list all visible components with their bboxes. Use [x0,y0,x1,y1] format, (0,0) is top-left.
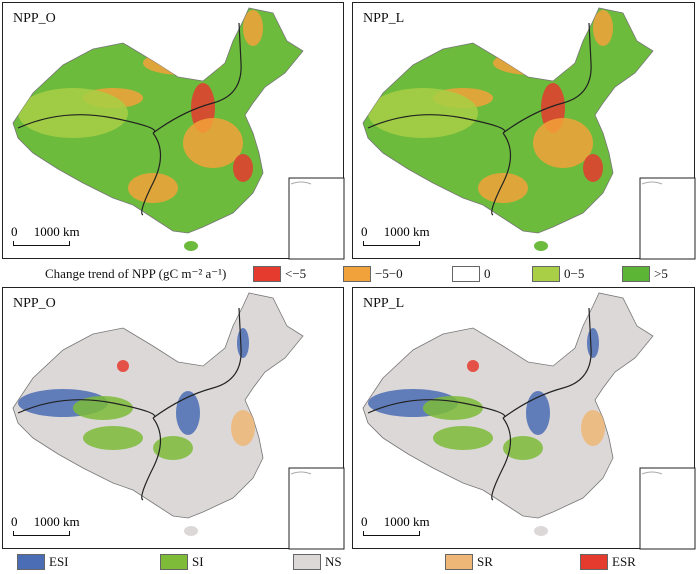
scale-label: 0 1000 km [11,514,80,529]
legend-label: NS [325,554,342,569]
map-region [467,360,479,372]
china-map [12,7,345,260]
map-panel: NPP_O 0 1000 km [2,287,345,550]
legend-swatch [253,266,281,282]
legend-swatch [293,554,321,570]
map-region [183,118,243,168]
legend-swatch [160,554,188,570]
legend-label: −5−0 [375,266,403,281]
trend-legend-item: <−5 [253,266,306,282]
legend-swatch [343,266,371,282]
scale-bar [13,241,70,246]
map-region [423,396,483,420]
significance-legend-item: SI [160,554,204,570]
legend-label: >5 [654,266,668,281]
hainan-island [184,241,198,251]
map-region [593,10,613,46]
map-region [237,328,249,358]
trend-legend-item: >5 [622,266,668,282]
legend-label: <−5 [285,266,307,281]
scale-bar [363,241,420,246]
legend-label: SR [477,554,493,569]
south-china-sea-inset [288,467,345,550]
map-region [83,426,143,450]
map-region [128,173,178,203]
legend-label: ESR [612,554,636,569]
map-region [583,154,603,182]
legend-swatch [580,554,608,570]
map-region [117,360,129,372]
china-map [12,292,345,550]
legend-swatch [17,554,45,570]
significance-legend-item: NS [293,554,342,570]
map-region [73,396,133,420]
map-region [368,88,478,138]
significance-legend-item: ESI [17,554,69,570]
trend-legend-item: −5−0 [343,266,403,282]
legend-swatch [622,266,650,282]
hainan-island [184,526,198,536]
significance-legend-item: SR [445,554,493,570]
region-boundary [17,307,242,501]
legend-label: SI [192,554,204,569]
map-region [243,10,263,46]
china-map [362,292,696,550]
scale-label: 0 1000 km [11,224,80,239]
region-boundary [17,22,242,216]
scale-label: 0 1000 km [361,514,430,529]
legend-swatch [532,266,560,282]
map-region [231,410,255,446]
scale-bar [13,531,70,536]
legend-swatch [452,266,480,282]
significance-legend-item: ESR [580,554,636,570]
region-boundary [367,307,592,501]
south-china-sea-inset [639,177,696,260]
map-region [233,154,253,182]
map-region [143,51,223,75]
trend-legend-item: 0 [452,266,491,282]
scale-label: 0 1000 km [361,224,430,239]
legend-label: ESI [49,554,69,569]
legend-swatch [445,554,473,570]
south-china-sea-inset [639,467,696,550]
map-panel: NPP_L 0 1000 km [352,2,696,260]
map-region [18,88,128,138]
map-region [433,426,493,450]
map-panel: NPP_O 0 1000 km [2,2,345,260]
south-china-sea-inset [288,177,345,260]
map-panel: NPP_L 0 1000 km [352,287,696,550]
panel-title: NPP_L [363,296,405,311]
map-region [478,173,528,203]
map-region [587,328,599,358]
map-region [503,436,543,460]
scale-bar [363,531,420,536]
hainan-island [534,526,548,536]
region-boundary [367,22,592,216]
panel-title: NPP_L [363,11,405,26]
map-region [176,391,200,435]
trend-legend-item: 0−5 [532,266,584,282]
legend-label: 0−5 [564,266,585,281]
map-region [526,391,550,435]
trend-legend-title: Change trend of NPP (gC m⁻² a⁻¹) [45,266,227,281]
map-region [153,436,193,460]
china-map [362,7,696,260]
map-region [533,118,593,168]
hainan-island [534,241,548,251]
map-region [581,410,605,446]
panel-title: NPP_O [13,11,56,26]
map-region [493,51,573,75]
legend-label: 0 [484,266,491,281]
panel-title: NPP_O [13,296,56,311]
